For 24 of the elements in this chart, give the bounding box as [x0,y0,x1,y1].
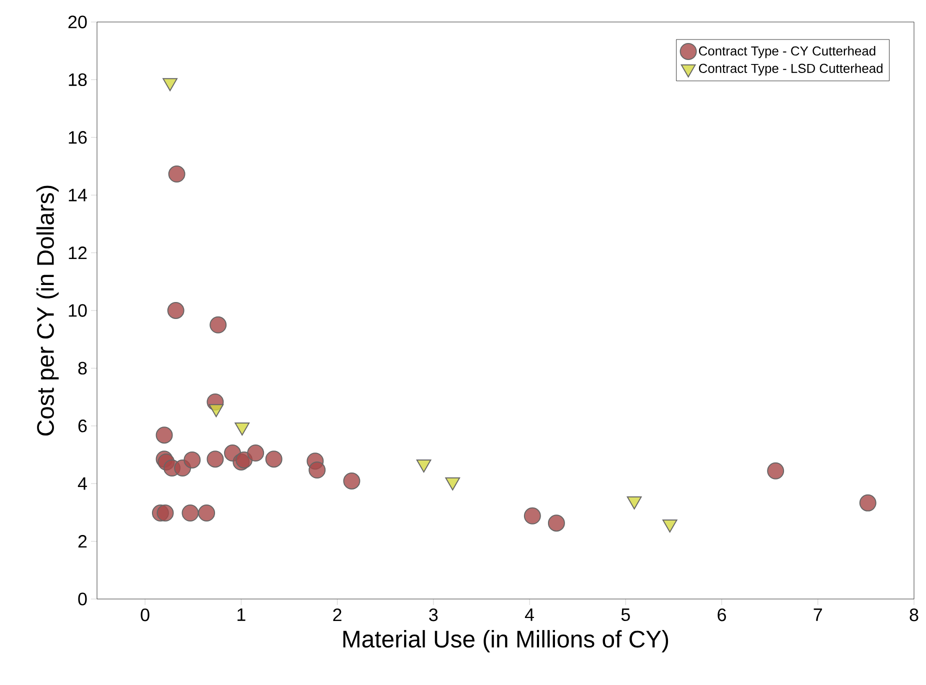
legend-label: Contract Type - LSD Cutterhead [698,63,882,76]
y-tick-label: 20 [68,16,87,28]
y-tick-label: 18 [68,73,87,86]
legend-label: Contract Type - CY Cutterhead [698,46,876,58]
x-axis-title: Material Use (in Millions of CY) [343,630,668,652]
y-tick-label: 4 [78,477,87,490]
x-tick-label: 0 [140,608,150,622]
x-tick-label: 7 [814,608,822,621]
x-tick-label: 6 [718,608,726,622]
x-tick-label: 4 [524,608,534,621]
y-axis-title: Cost per CY (in Dollars) [36,186,59,436]
x-tick-label: 1 [238,608,246,621]
x-tick-label: 5 [621,608,630,622]
x-tick-label: 2 [333,608,342,622]
y-tick-label: 8 [78,362,87,375]
y-tick-label: 0 [78,592,87,606]
y-tick-label: 12 [68,246,87,260]
x-tick-label: 8 [910,608,918,622]
y-tick-label: 2 [78,535,87,548]
y-tick-label: 6 [78,420,87,432]
y-tick-label: 16 [68,131,87,144]
y-tick-label: 14 [68,188,87,202]
x-tick-label: 3 [429,608,438,622]
y-tick-label: 10 [68,304,87,317]
